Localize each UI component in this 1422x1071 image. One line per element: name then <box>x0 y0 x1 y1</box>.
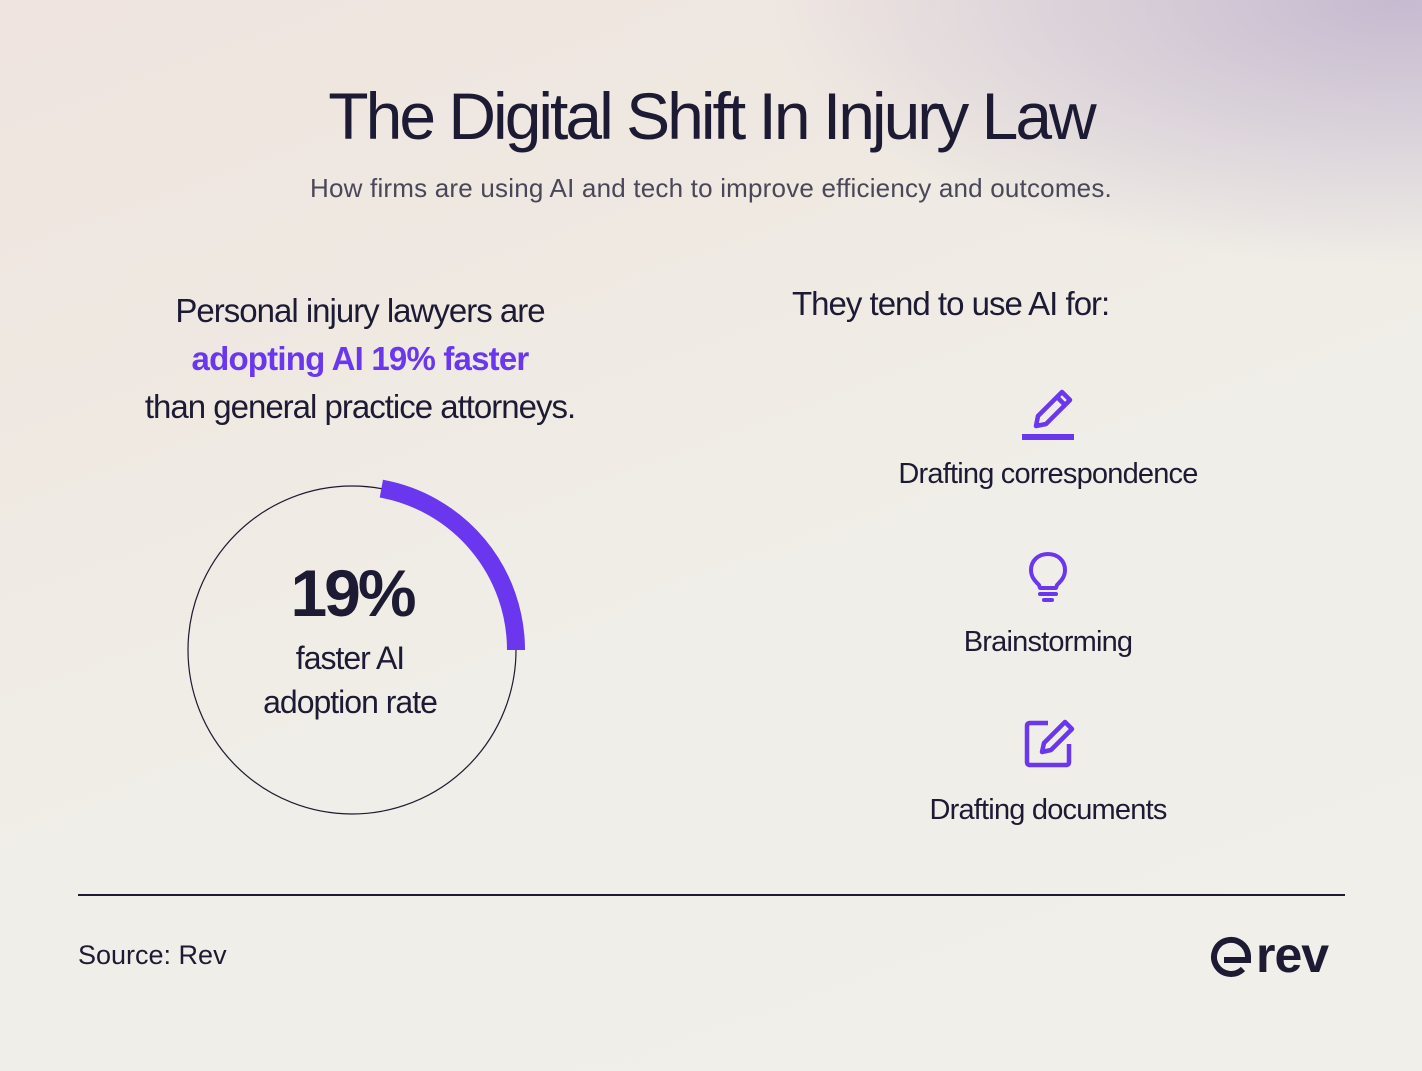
source-note: Source: Rev <box>78 940 227 970</box>
rev-logo: rev <box>1210 927 1350 983</box>
edit-document-icon <box>1024 719 1075 768</box>
gauge-value: 19% <box>290 556 416 630</box>
page-subtitle: How firms are using AI and tech to impro… <box>310 173 1112 203</box>
footer-divider <box>78 894 1345 896</box>
gauge-caption-line-2: adoption rate <box>263 684 438 720</box>
gauge-progress-arc <box>379 479 525 651</box>
gauge-caption-line-1: faster AI <box>295 640 405 676</box>
use-item-drafting-correspondence: Drafting correspondence <box>848 382 1248 491</box>
stat-statement: Personal injury lawyers are adopting AI … <box>60 287 660 431</box>
use-item-drafting-documents: Drafting documents <box>848 714 1248 827</box>
gauge-ring <box>187 485 517 815</box>
rev-logo-wordmark: rev <box>1256 927 1329 983</box>
lightbulb-icon <box>1029 552 1067 602</box>
stat-line-3: than general practice attorneys. <box>144 388 576 425</box>
use-item-label: Drafting correspondence <box>898 458 1198 490</box>
stat-highlight: adopting AI 19% faster <box>191 340 530 377</box>
gauge-caption: faster AI adoption rate <box>150 636 550 724</box>
uses-heading: They tend to use AI for: <box>792 285 1110 322</box>
use-item-label: Drafting documents <box>929 794 1167 826</box>
adoption-gauge <box>187 479 525 815</box>
rev-logo-mark-icon <box>1211 937 1251 977</box>
pencil-icon <box>1022 389 1074 440</box>
use-item-brainstorming: Brainstorming <box>848 550 1248 659</box>
stat-line-1: Personal injury lawyers are <box>175 292 545 329</box>
use-item-label: Brainstorming <box>963 626 1133 658</box>
page-title: The Digital Shift In Injury Law <box>328 79 1096 153</box>
